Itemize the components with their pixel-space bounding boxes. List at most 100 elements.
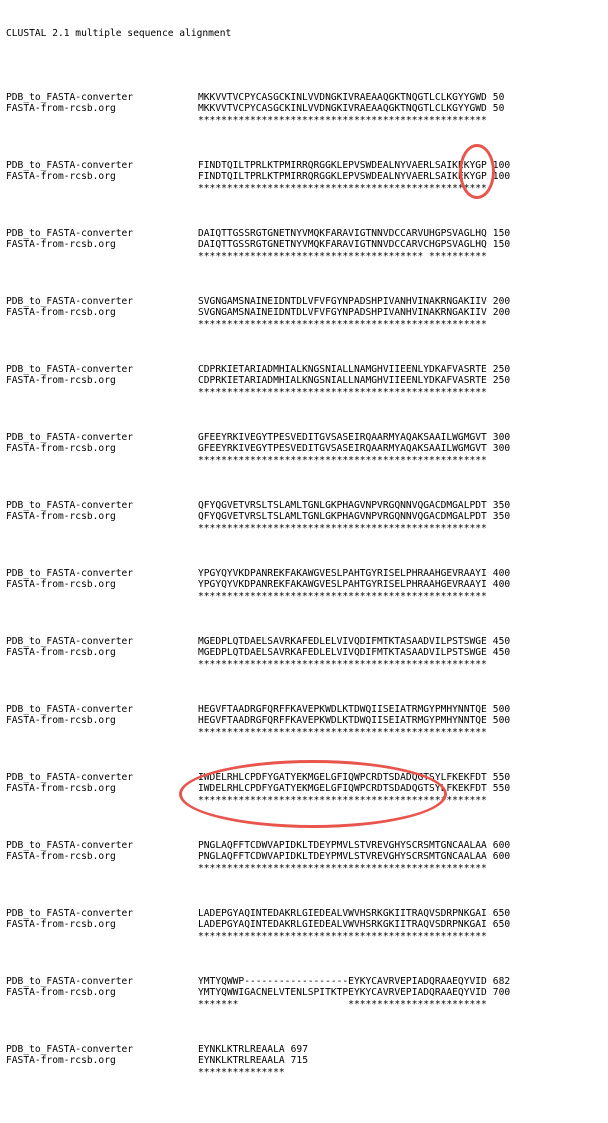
- sequence-name: FASTA-from-rcsb.org: [6, 783, 116, 794]
- conservation-stars: ******* ************************: [198, 998, 487, 1010]
- conservation-stars: ***************: [198, 1066, 285, 1078]
- residue-position: 300: [492, 431, 511, 443]
- conservation-stars: ****************************************…: [198, 590, 487, 602]
- sequence-residues: GFEEYRKIVEGYTPESVEDITGVSASEIRQAARMYAQAKS…: [198, 431, 487, 443]
- conservation-row: ****************************************…: [6, 319, 510, 331]
- conservation-row: ****************************************…: [6, 727, 510, 739]
- sequence-name: PDB_to_FASTA-converter: [6, 295, 134, 307]
- residue-position: 715: [290, 1055, 308, 1066]
- sequence-row: FASTA-from-rcsb.org GFEEYRKIVEGYTPESVEDIT…: [6, 443, 510, 455]
- sequence-name: PDB_to_FASTA-converter: [6, 567, 134, 579]
- residue-position: 250: [492, 375, 511, 386]
- residue-position: 450: [492, 635, 511, 647]
- sequence-residues: MGEDPLQTDAELSAVRKAFEDLELVIVQDIFMTKTASAAD…: [198, 647, 487, 658]
- residue-position: 250: [492, 363, 511, 375]
- sequence-name: FASTA-from-rcsb.org: [6, 715, 116, 726]
- alignment-block: PDB_to_FASTA-converter YMTYQWWP----------…: [6, 976, 510, 1011]
- sequence-residues: CDPRKIETARIADMHIALKNGSNIALLNAMGHVIIEENLY…: [198, 363, 487, 375]
- sequence-row: FASTA-from-rcsb.org YMTYQWWIGACNELVTENLSP…: [6, 987, 510, 999]
- sequence-name: PDB_to_FASTA-converter: [6, 771, 134, 783]
- sequence-residues: HEGVFTAADRGFQRFFKAVEPKWDLKTDWQIISEIATRMG…: [198, 703, 487, 715]
- sequence-row: PDB_to_FASTA-converter YMTYQWWP----------…: [6, 976, 510, 988]
- sequence-name: FASTA-from-rcsb.org: [6, 1055, 116, 1066]
- conservation-row: ****************************************…: [6, 387, 510, 399]
- sequence-row: PDB_to_FASTA-converter MKKVVTVCPYCASGCKIN…: [6, 92, 510, 104]
- sequence-row: PDB_to_FASTA-converter YPGYQYVKDPANREKFAK…: [6, 568, 510, 580]
- sequence-residues: LADEPGYAQINTEDAKRLGIEDEALVWVHSRKGKIITRAQ…: [198, 907, 487, 919]
- sequence-row: PDB_to_FASTA-converter SVGNGAMSNAINEIDNTD…: [6, 296, 510, 308]
- sequence-row: PDB_to_FASTA-converter IWDELRHLCPDFYGATYE…: [6, 772, 510, 784]
- sequence-row: FASTA-from-rcsb.org CDPRKIETARIADMHIALKNG…: [6, 375, 510, 387]
- sequence-name: FASTA-from-rcsb.org: [6, 239, 116, 250]
- sequence-name: PDB_to_FASTA-converter: [6, 431, 134, 443]
- sequence-row: FASTA-from-rcsb.org DAIQTTGSSRGTGNETNYVMQ…: [6, 239, 510, 251]
- sequence-row: FASTA-from-rcsb.org QFYQGVETVRSLTSLAMLTGN…: [6, 511, 510, 523]
- sequence-name: FASTA-from-rcsb.org: [6, 307, 116, 318]
- sequence-residues: DAIQTTGSSRGTGNETNYVMQKFARAVIGTNNVDCCARVU…: [198, 227, 487, 239]
- sequence-name: FASTA-from-rcsb.org: [6, 987, 116, 998]
- alignment-header: CLUSTAL 2.1 multiple sequence alignment: [6, 28, 232, 39]
- sequence-row: FASTA-from-rcsb.org SVGNGAMSNAINEIDNTDLVF…: [6, 307, 510, 319]
- sequence-row: FASTA-from-rcsb.org LADEPGYAQINTEDAKRLGIE…: [6, 919, 510, 931]
- sequence-row: PDB_to_FASTA-converter DAIQTTGSSRGTGNETNY…: [6, 228, 510, 240]
- sequence-residues: YPGYQYVKDPANREKFAKAWGVESLPAHTGYRISELPHRA…: [198, 579, 487, 590]
- sequence-row: FASTA-from-rcsb.org IWDELRHLCPDFYGATYEKMG…: [6, 783, 510, 795]
- alignment-block: PDB_to_FASTA-converter CDPRKIETARIADMHIAL…: [6, 364, 510, 399]
- sequence-row: FASTA-from-rcsb.org PNGLAQFFTCDWVAPIDKLTD…: [6, 851, 510, 863]
- sequence-name: PDB_to_FASTA-converter: [6, 975, 134, 987]
- conservation-row: ******* ************************: [6, 999, 510, 1011]
- residue-position: 500: [492, 715, 511, 726]
- sequence-row: PDB_to_FASTA-converter LADEPGYAQINTEDAKRL…: [6, 908, 510, 920]
- residue-position: 200: [492, 307, 511, 318]
- conservation-row: ****************************************…: [6, 795, 510, 807]
- residue-position: 350: [492, 499, 511, 511]
- residue-position: 650: [492, 919, 511, 930]
- sequence-residues: MGEDPLQTDAELSAVRKAFEDLELVIVQDIFMTKTASAAD…: [198, 635, 487, 647]
- sequence-residues: IWDELRHLCPDFYGATYEKMGELGFIQWPCRDTSDADQGT…: [198, 771, 487, 783]
- residue-position: 650: [492, 907, 511, 919]
- conservation-stars: ****************************************…: [198, 658, 487, 670]
- sequence-residues: FINDTQILTPRLKTPMIRRQRGGKLEPVSWDEALNYVAER…: [198, 159, 487, 171]
- residue-position: 600: [492, 839, 511, 851]
- sequence-residues: CDPRKIETARIADMHIALKNGSNIALLNAMGHVIIEENLY…: [198, 375, 487, 386]
- residue-position: 400: [492, 579, 511, 590]
- sequence-name: FASTA-from-rcsb.org: [6, 851, 116, 862]
- sequence-row: FASTA-from-rcsb.org MKKVVTVCPYCASGCKINLVV…: [6, 103, 510, 115]
- sequence-row: PDB_to_FASTA-converter PNGLAQFFTCDWVAPIDK…: [6, 840, 510, 852]
- sequence-residues: QFYQGVETVRSLTSLAMLTGNLGKPHAGVNPVRGQNNVQG…: [198, 499, 487, 511]
- sequence-row: FASTA-from-rcsb.org MGEDPLQTDAELSAVRKAFED…: [6, 647, 510, 659]
- residue-position: 500: [492, 703, 511, 715]
- sequence-name: PDB_to_FASTA-converter: [6, 703, 134, 715]
- conservation-stars: ****************************************…: [198, 386, 487, 398]
- sequence-name: PDB_to_FASTA-converter: [6, 91, 134, 103]
- sequence-row: PDB_to_FASTA-converter CDPRKIETARIADMHIAL…: [6, 364, 510, 376]
- alignment-block: PDB_to_FASTA-converter GFEEYRKIVEGYTPESVE…: [6, 432, 510, 467]
- residue-position: 700: [492, 987, 511, 998]
- conservation-row: ****************************************…: [6, 931, 510, 943]
- sequence-row: FASTA-from-rcsb.org EYNKLKTRLREAALA 715: [6, 1055, 510, 1067]
- sequence-row: PDB_to_FASTA-converter FINDTQILTPRLKTPMIR…: [6, 160, 510, 172]
- alignment-block: PDB_to_FASTA-converter PNGLAQFFTCDWVAPIDK…: [6, 840, 510, 875]
- conservation-row: ***************: [6, 1067, 510, 1079]
- conservation-row: ****************************************…: [6, 523, 510, 535]
- sequence-residues: QFYQGVETVRSLTSLAMLTGNLGKPHAGVNPVRGQNNVQG…: [198, 511, 487, 522]
- residue-position: 450: [492, 647, 511, 658]
- sequence-residues: MKKVVTVCPYCASGCKINLVVDNGKIVRAEAAQGKTNQGT…: [198, 91, 487, 103]
- residue-position: 550: [492, 771, 511, 783]
- sequence-row: PDB_to_FASTA-converter GFEEYRKIVEGYTPESVE…: [6, 432, 510, 444]
- sequence-residues: SVGNGAMSNAINEIDNTDLVFVFGYNPADSHPIVANHVIN…: [198, 307, 487, 318]
- sequence-residues: FINDTQILTPRLKTPMIRRQRGGKLEPVSWDEALNYVAER…: [198, 171, 487, 182]
- conservation-stars: ****************************************…: [198, 522, 487, 534]
- residue-position: 697: [290, 1043, 308, 1055]
- alignment-block: PDB_to_FASTA-converter SVGNGAMSNAINEIDNTD…: [6, 296, 510, 331]
- conservation-stars: ****************************************…: [198, 318, 487, 330]
- sequence-name: PDB_to_FASTA-converter: [6, 839, 134, 851]
- conservation-row: ****************************************…: [6, 659, 510, 671]
- residue-position: 550: [492, 783, 511, 794]
- alignment-block: PDB_to_FASTA-converter MGEDPLQTDAELSAVRKA…: [6, 636, 510, 671]
- residue-position: 600: [492, 851, 511, 862]
- sequence-residues: DAIQTTGSSRGTGNETNYVMQKFARAVIGTNNVDCCARVC…: [198, 239, 487, 250]
- conservation-stars: ****************************************…: [198, 454, 487, 466]
- alignment-block: PDB_to_FASTA-converter IWDELRHLCPDFYGATYE…: [6, 772, 510, 807]
- sequence-name: PDB_to_FASTA-converter: [6, 1043, 134, 1055]
